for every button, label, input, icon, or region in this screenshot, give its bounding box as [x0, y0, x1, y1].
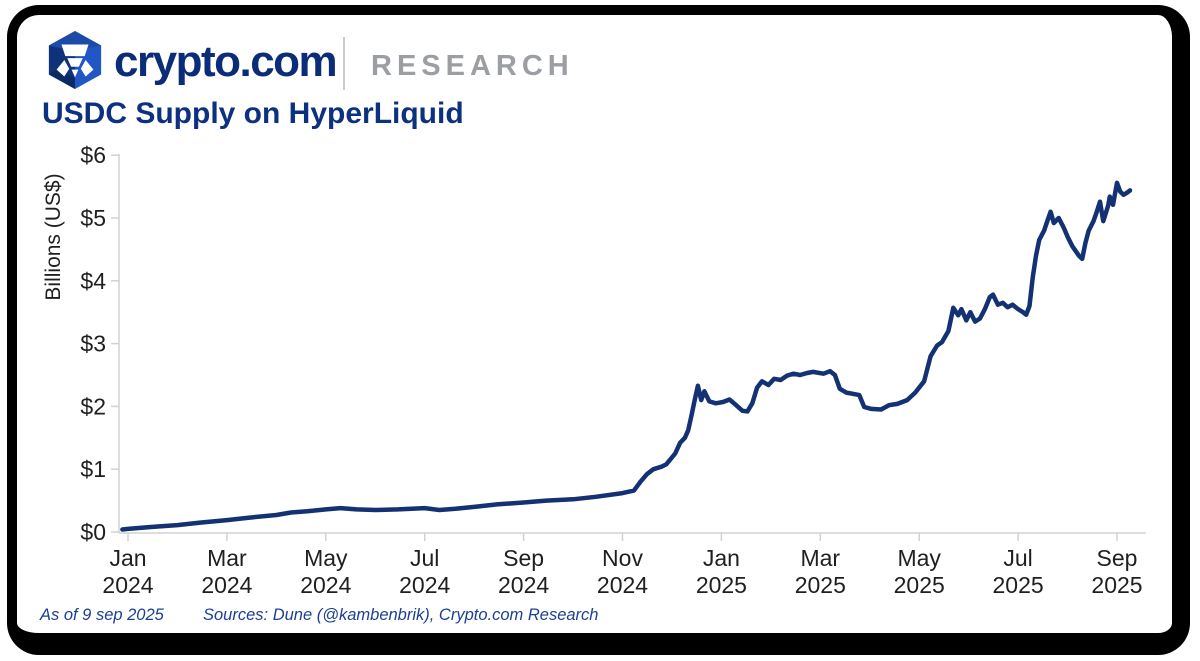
- x-axis-tick-month: Jan: [109, 545, 146, 571]
- x-axis-tick-month: Sep: [1097, 545, 1138, 571]
- research-label: RESEARCH: [371, 50, 574, 82]
- x-axis-tick-year: 2024: [498, 572, 549, 598]
- y-axis-tick-label: $6: [80, 142, 106, 168]
- x-axis-tick-month: Mar: [207, 545, 247, 571]
- x-axis-tick-month: Jul: [1003, 545, 1032, 571]
- header-divider: [343, 37, 345, 90]
- y-axis-tick-label: $4: [80, 268, 106, 294]
- usdc-supply-series-line: [120, 180, 1133, 532]
- x-axis-tick-month: Nov: [602, 545, 643, 571]
- x-axis-tick-year: 2025: [795, 572, 846, 598]
- x-axis-tick-month: Sep: [503, 545, 544, 571]
- y-axis-tick-label: $1: [80, 456, 106, 482]
- crypto-com-logo-icon: [48, 30, 102, 90]
- x-axis-tick-month: May: [897, 545, 941, 571]
- x-axis-tick-month: Jan: [703, 545, 740, 571]
- chart-title: USDC Supply on HyperLiquid: [42, 97, 464, 130]
- as-of-date: As of 9 sep 2025: [40, 606, 164, 624]
- x-axis-tick-year: 2025: [1091, 572, 1142, 598]
- y-axis-tick-label: $3: [80, 331, 106, 357]
- x-axis-tick-year: 2024: [201, 572, 252, 598]
- x-axis-tick-year: 2024: [399, 572, 450, 598]
- x-axis-tick-year: 2024: [597, 572, 648, 598]
- x-axis-tick-year: 2024: [300, 572, 351, 598]
- x-axis-tick-month: May: [304, 545, 348, 571]
- y-axis-tick-label: $2: [80, 393, 106, 419]
- y-axis-title: Billions (US$): [42, 173, 65, 300]
- x-axis-tick-year: 2025: [993, 572, 1044, 598]
- x-axis-tick-month: Mar: [800, 545, 840, 571]
- x-axis-tick-year: 2024: [102, 572, 153, 598]
- brand-wordmark: crypto.com: [114, 37, 338, 86]
- x-axis-tick-year: 2025: [894, 572, 945, 598]
- y-axis-tick-label: $0: [80, 519, 106, 545]
- x-axis-tick-month: Jul: [410, 545, 439, 571]
- sources-note: Sources: Dune (@kambenbrik), Crypto.com …: [203, 606, 599, 624]
- x-axis-tick-year: 2025: [696, 572, 747, 598]
- y-axis-tick-label: $5: [80, 205, 106, 231]
